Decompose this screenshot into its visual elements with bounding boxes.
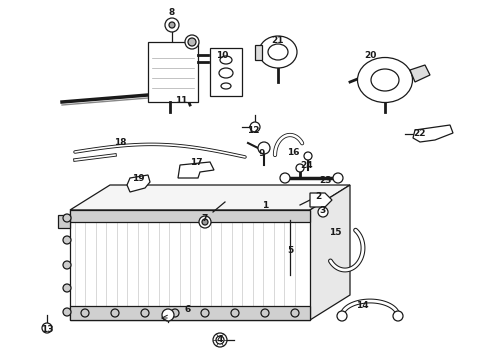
Text: 4: 4 (217, 336, 223, 345)
Text: 21: 21 (272, 36, 284, 45)
Text: 24: 24 (301, 161, 313, 170)
Text: 13: 13 (41, 325, 53, 334)
Ellipse shape (219, 68, 233, 78)
Circle shape (171, 309, 179, 317)
Circle shape (291, 309, 299, 317)
Text: 3: 3 (320, 206, 326, 215)
Polygon shape (178, 162, 214, 178)
Circle shape (42, 323, 52, 333)
Circle shape (201, 309, 209, 317)
Text: 1: 1 (262, 201, 268, 210)
Polygon shape (410, 65, 430, 82)
Ellipse shape (221, 83, 231, 89)
Circle shape (296, 164, 304, 172)
Circle shape (81, 309, 89, 317)
Text: 7: 7 (202, 213, 208, 222)
Circle shape (63, 236, 71, 244)
Circle shape (216, 336, 224, 344)
Polygon shape (413, 125, 453, 142)
Polygon shape (127, 175, 150, 192)
Circle shape (63, 308, 71, 316)
Bar (70, 306, 310, 320)
Circle shape (111, 309, 119, 317)
Ellipse shape (268, 44, 288, 60)
Circle shape (202, 219, 208, 225)
Circle shape (63, 214, 71, 222)
Polygon shape (310, 193, 332, 207)
Text: 8: 8 (169, 8, 175, 17)
Polygon shape (58, 215, 70, 228)
Circle shape (185, 35, 199, 49)
Circle shape (333, 173, 343, 183)
Text: 17: 17 (190, 158, 202, 166)
Circle shape (169, 22, 175, 28)
Text: 5: 5 (287, 246, 293, 255)
Text: 12: 12 (247, 126, 259, 135)
Circle shape (63, 284, 71, 292)
Circle shape (393, 311, 403, 321)
Ellipse shape (358, 58, 413, 103)
Text: 23: 23 (319, 176, 331, 185)
Text: 18: 18 (114, 138, 126, 147)
Polygon shape (310, 185, 350, 320)
Ellipse shape (220, 56, 232, 64)
Ellipse shape (259, 36, 297, 68)
Text: 2: 2 (315, 192, 321, 201)
Circle shape (141, 309, 149, 317)
Text: 20: 20 (364, 50, 376, 59)
Circle shape (162, 309, 174, 321)
Bar (70, 210, 310, 320)
Bar (148, 42, 198, 102)
Circle shape (261, 309, 269, 317)
Polygon shape (255, 45, 262, 60)
Circle shape (258, 142, 270, 154)
Text: 22: 22 (414, 129, 426, 138)
Text: 9: 9 (259, 149, 265, 158)
Bar (210, 48, 242, 96)
Text: 11: 11 (175, 95, 187, 104)
Circle shape (199, 216, 211, 228)
Polygon shape (70, 185, 350, 210)
Circle shape (165, 18, 179, 32)
Circle shape (213, 333, 227, 347)
Text: 15: 15 (329, 228, 341, 237)
Circle shape (250, 122, 260, 132)
Circle shape (304, 152, 312, 160)
Text: 19: 19 (132, 174, 145, 183)
Circle shape (337, 311, 347, 321)
Text: 10: 10 (216, 50, 228, 59)
Text: 16: 16 (287, 148, 299, 157)
Circle shape (188, 38, 196, 46)
Circle shape (231, 309, 239, 317)
Ellipse shape (371, 69, 399, 91)
Circle shape (318, 207, 328, 217)
Circle shape (63, 261, 71, 269)
Text: 6: 6 (185, 306, 191, 315)
Circle shape (280, 173, 290, 183)
Bar (70, 210, 310, 222)
Text: 14: 14 (356, 301, 368, 310)
